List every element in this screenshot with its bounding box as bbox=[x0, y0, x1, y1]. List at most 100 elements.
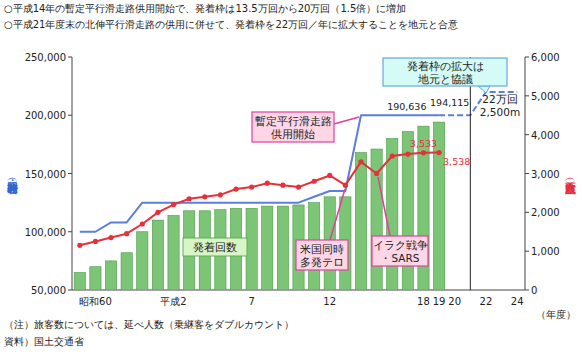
annotation-pointer bbox=[334, 117, 359, 124]
y2-tick-label: 2,000 bbox=[531, 207, 560, 218]
y2-axis-title: 航空旅客数（万人） bbox=[566, 177, 577, 195]
marker bbox=[218, 192, 223, 197]
marker bbox=[249, 184, 254, 189]
bar bbox=[246, 208, 257, 290]
chart: ○平成14年の暫定平行滑走路供用開始で、発着枠は13.5万回から20万回（1.5… bbox=[0, 0, 582, 357]
y2-tick bbox=[525, 290, 529, 291]
bar bbox=[121, 253, 132, 290]
annotation-pointer bbox=[478, 86, 490, 93]
y2-tick bbox=[525, 212, 529, 213]
y2-tick-label: 6,000 bbox=[531, 52, 560, 63]
annotation-text: イラク戦争 bbox=[373, 239, 428, 251]
annotation-text: 米国同時 bbox=[300, 243, 344, 255]
y2-tick-label: 5,000 bbox=[531, 91, 560, 102]
annotation-text: 発着枠の拡大は bbox=[407, 60, 484, 72]
marker bbox=[187, 196, 192, 201]
annotation-text: 地元と協議 bbox=[417, 73, 473, 85]
marker bbox=[140, 221, 145, 226]
y2-tick bbox=[525, 173, 529, 174]
y-axis-title: 発着枠・発着回数（回） bbox=[8, 177, 20, 195]
x-tick-label: 24 bbox=[511, 296, 524, 307]
marker bbox=[374, 171, 379, 176]
bar bbox=[137, 232, 148, 290]
y-tick bbox=[68, 290, 72, 291]
data-label: 194,115 bbox=[430, 97, 469, 108]
series-label-box bbox=[183, 238, 247, 256]
annotation-text: 供用開始 bbox=[271, 128, 315, 140]
annotation-box bbox=[383, 58, 507, 86]
marker bbox=[327, 173, 332, 178]
y-tick bbox=[68, 115, 72, 116]
annotation-text: 暫定平行滑走路 bbox=[255, 115, 332, 127]
marker bbox=[436, 150, 441, 155]
y2-tick-label: 3,000 bbox=[531, 169, 560, 180]
x-tick-label: 20 bbox=[448, 296, 461, 307]
marker bbox=[280, 183, 285, 188]
bar bbox=[168, 215, 179, 290]
marker bbox=[233, 186, 238, 191]
y-tick-label: 50,000 bbox=[31, 285, 66, 296]
plot-area bbox=[74, 92, 517, 290]
marker bbox=[312, 179, 317, 184]
bar bbox=[262, 206, 273, 290]
y-tick bbox=[68, 173, 72, 174]
y2-tick-label: 0 bbox=[531, 285, 537, 296]
x-tick-label: 18 bbox=[417, 296, 430, 307]
y2-tick-label: 4,000 bbox=[531, 130, 560, 141]
data-label: 190,636 bbox=[387, 101, 426, 112]
bar bbox=[105, 261, 116, 290]
y2-tick-label: 1,000 bbox=[531, 246, 560, 257]
x-axis-label: （年度） bbox=[536, 309, 576, 320]
y-tick-label: 150,000 bbox=[25, 169, 66, 180]
marker bbox=[390, 153, 395, 158]
x-tick-label: 平成2 bbox=[160, 296, 186, 307]
annotation-pointer bbox=[378, 177, 390, 236]
note: ○平成14年の暫定平行滑走路供用開始で、発着枠は13.5万回から20万回（1.5… bbox=[4, 3, 406, 14]
y2-tick bbox=[525, 95, 529, 96]
annotation-box bbox=[296, 240, 348, 270]
marker bbox=[202, 194, 207, 199]
marker bbox=[77, 243, 82, 248]
data-label: 3,538 bbox=[443, 156, 470, 167]
footnote: （注）旅客数については、延べ人数（乗継客をダブルカウント） bbox=[4, 319, 294, 330]
bar bbox=[355, 153, 366, 290]
marker bbox=[93, 239, 98, 244]
annotation-text: 2,500m bbox=[480, 106, 520, 118]
series-label: 発着回数 bbox=[193, 241, 237, 253]
bar bbox=[74, 273, 85, 290]
marker bbox=[405, 151, 410, 156]
annotation-text: ・SARS bbox=[380, 252, 419, 264]
marker bbox=[124, 231, 129, 236]
x-tick-label: 昭和60 bbox=[79, 296, 112, 307]
y2-tick bbox=[525, 57, 529, 58]
x-tick-label: 19 bbox=[433, 296, 446, 307]
bar bbox=[277, 206, 288, 290]
y-tick bbox=[68, 57, 72, 58]
marker bbox=[155, 210, 160, 215]
y-tick-label: 250,000 bbox=[25, 52, 66, 63]
annotation-box bbox=[252, 112, 334, 142]
annotation-pointer bbox=[330, 189, 345, 240]
marker bbox=[171, 202, 176, 207]
x-tick-label: 7 bbox=[248, 296, 254, 307]
bar bbox=[152, 220, 163, 290]
y-tick-label: 100,000 bbox=[25, 227, 66, 238]
y-tick bbox=[68, 231, 72, 232]
marker bbox=[421, 150, 426, 155]
marker bbox=[296, 184, 301, 189]
y2-tick bbox=[525, 251, 529, 252]
divider bbox=[470, 57, 471, 290]
marker bbox=[108, 235, 113, 240]
y-tick-label: 200,000 bbox=[25, 110, 66, 121]
x-tick-label: 22 bbox=[480, 296, 493, 307]
background bbox=[0, 0, 582, 357]
annotation-box bbox=[372, 236, 428, 266]
line bbox=[80, 153, 439, 246]
marker bbox=[358, 159, 363, 164]
footnote: 資料）国土交通省 bbox=[4, 336, 84, 347]
y2-tick bbox=[525, 134, 529, 135]
marker bbox=[343, 183, 348, 188]
x-tick-label: 12 bbox=[323, 296, 336, 307]
annotation-text: 多発テロ bbox=[300, 256, 344, 268]
note: ○平成21年度末の北伸平行滑走路の供用に併せて、発着枠を22万回／年に拡大するこ… bbox=[4, 19, 458, 30]
